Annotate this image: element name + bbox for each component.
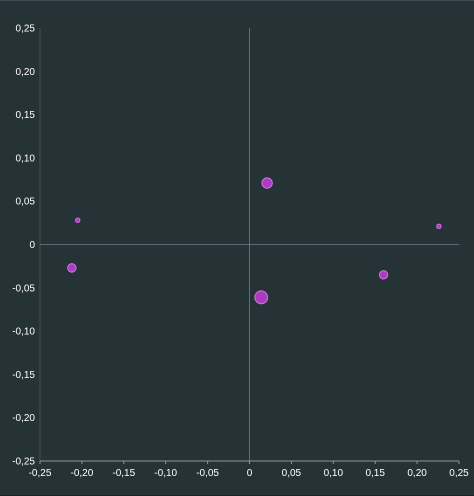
- x-tick-label: -0,05: [196, 468, 219, 479]
- scatter-point: [254, 290, 269, 305]
- y-tick-label: 0,20: [16, 67, 36, 78]
- y-tick-label: -0,10: [12, 327, 35, 338]
- data-points: [67, 177, 442, 305]
- y-tick-label: -0,20: [12, 413, 35, 424]
- scatter-point: [75, 217, 81, 223]
- tick-labels: -0,25 -0,20 -0,15 -0,10 -0,05 0 0,05 0,10 0,15 0,…: [12, 24, 469, 480]
- x-tick-label: -0,25: [29, 468, 52, 479]
- y-tick-label: -0,05: [12, 283, 35, 294]
- y-tick-label: 0,10: [16, 153, 36, 164]
- y-tick-label: 0,05: [16, 197, 36, 208]
- scatter-point: [378, 270, 389, 280]
- scatter-point: [67, 263, 77, 273]
- x-tick-label: 0,25: [449, 468, 469, 479]
- x-tick-label: 0,10: [324, 468, 344, 479]
- x-tick-label: 0,05: [282, 468, 302, 479]
- y-tick-label: -0,25: [12, 457, 35, 468]
- x-tick-label: -0,10: [154, 468, 177, 479]
- y-tick-label: 0,25: [16, 24, 36, 35]
- scatter-point: [261, 177, 273, 189]
- axes-layer: [39, 28, 460, 464]
- x-tick-label: 0,15: [365, 468, 385, 479]
- x-tick-label: 0,20: [407, 468, 427, 479]
- scatter-point: [436, 223, 442, 230]
- y-tick-label: 0,15: [16, 110, 36, 121]
- y-tick-label: -0,15: [12, 370, 35, 381]
- x-tick-label: 0: [247, 468, 253, 479]
- x-tick-label: -0,15: [112, 468, 135, 479]
- y-tick-label: 0: [29, 240, 35, 251]
- x-tick-label: -0,20: [71, 468, 94, 479]
